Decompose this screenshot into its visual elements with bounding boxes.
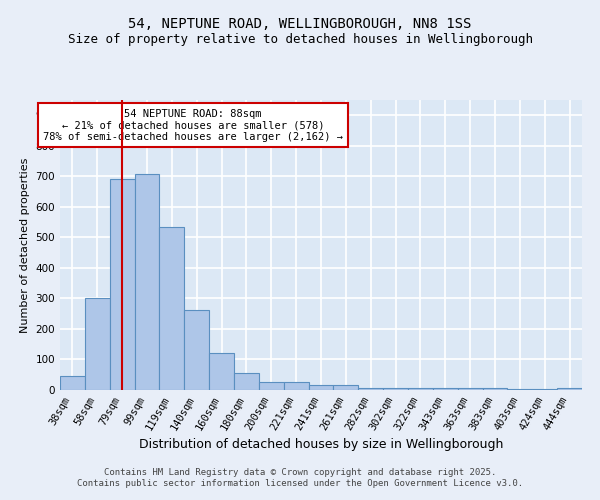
Bar (134, 174, 160, 390)
Bar (284, 382, 308, 390)
Text: 54, NEPTUNE ROAD, WELLINGBOROUGH, NN8 1SS: 54, NEPTUNE ROAD, WELLINGBOROUGH, NN8 1S… (128, 18, 472, 32)
Bar (234, 372, 259, 390)
Bar (334, 384, 358, 390)
Bar (160, 228, 184, 390)
Bar (358, 388, 383, 390)
Text: Contains HM Land Registry data © Crown copyright and database right 2025.
Contai: Contains HM Land Registry data © Crown c… (77, 468, 523, 487)
Bar (85, 298, 110, 390)
Bar (308, 384, 334, 390)
Bar (458, 388, 482, 390)
Bar (110, 179, 134, 390)
Bar (433, 388, 458, 390)
X-axis label: Distribution of detached houses by size in Wellingborough: Distribution of detached houses by size … (139, 438, 503, 451)
Bar (557, 388, 582, 390)
Bar (383, 388, 408, 390)
Bar (259, 382, 284, 390)
Y-axis label: Number of detached properties: Number of detached properties (20, 158, 30, 332)
Bar (482, 388, 508, 390)
Bar (60, 376, 85, 390)
Bar (184, 310, 209, 390)
Text: Size of property relative to detached houses in Wellingborough: Size of property relative to detached ho… (67, 32, 533, 46)
Text: 54 NEPTUNE ROAD: 88sqm
← 21% of detached houses are smaller (578)
78% of semi-de: 54 NEPTUNE ROAD: 88sqm ← 21% of detached… (43, 108, 343, 142)
Bar (408, 388, 433, 390)
Bar (209, 354, 234, 390)
